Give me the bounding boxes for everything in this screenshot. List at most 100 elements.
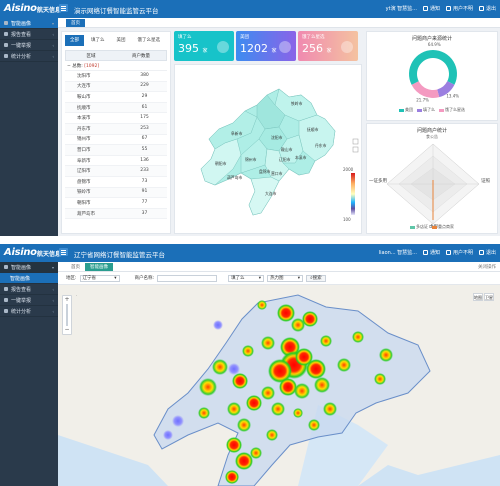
map-type-satellite[interactable]: 卫星 xyxy=(484,293,494,301)
table-row[interactable]: 抚顺市 61 xyxy=(65,102,167,114)
city-label[interactable]: 丹东市 xyxy=(315,143,327,148)
table-row[interactable]: 铁岭市 91 xyxy=(65,187,167,199)
table-row[interactable]: 丹东市 253 xyxy=(65,123,167,135)
subtab-meituan[interactable]: 美团 xyxy=(116,38,126,43)
notify-button[interactable]: 通知 xyxy=(422,249,440,256)
city-label[interactable]: 鞍山市 xyxy=(281,147,293,152)
city-label[interactable]: 辽阳市 xyxy=(279,157,291,162)
cell-count: 91 xyxy=(141,189,148,195)
region-select[interactable]: 辽宁省 ▾ xyxy=(79,274,120,282)
column-header-count[interactable]: 商户数量 xyxy=(132,53,150,59)
chevron-left-icon: ‹ xyxy=(52,308,54,314)
sidebar-item-statistics[interactable]: 统计分析 ‹ xyxy=(0,51,58,62)
tab-home[interactable]: 首页 xyxy=(71,264,80,270)
sidebar-item-report-oneclick[interactable]: 一键举报 ‹ xyxy=(0,295,58,306)
legend-item-eleme-star[interactable]: 饿了么星选 xyxy=(439,107,465,113)
zoom-slider[interactable] xyxy=(66,304,68,326)
legend-item-multi[interactable]: 多店证 xyxy=(410,224,428,230)
sidebar-item-reports[interactable]: 报告查看 ‹ xyxy=(0,29,58,40)
sidebar-subitem-portrait[interactable]: 智能画像 xyxy=(0,273,58,284)
sidebar-item-report-oneclick[interactable]: 一键举报 ‹ xyxy=(0,40,58,51)
group-total-row[interactable]: − 总数: [1092] xyxy=(65,61,167,71)
search-button[interactable]: ⌕ 搜索 xyxy=(306,274,326,282)
user-button[interactable]: 用户不明 xyxy=(445,5,473,12)
sidebar-item-portrait[interactable]: 智能画像 ▾ xyxy=(0,18,58,29)
table-row[interactable]: 葫芦岛市 37 xyxy=(65,208,167,220)
pie-slice-label: 64.9% xyxy=(428,42,441,47)
chevron-left-icon: ‹ xyxy=(52,31,54,37)
city-label[interactable]: 抚顺市 xyxy=(307,127,319,132)
pie-slice[interactable] xyxy=(411,81,440,98)
heatmap-view[interactable]: · + − 地图 卫星 xyxy=(58,285,500,486)
cell-count: 77 xyxy=(141,199,148,205)
zoom-in-icon[interactable]: + xyxy=(64,296,70,303)
heat-spot xyxy=(261,386,275,400)
city-label[interactable]: 盘锦市 xyxy=(259,169,271,174)
problem-radar-panel: 问题商户统计 食公告 一证多用 证照 虚假 多店证 重点商家 xyxy=(366,123,498,234)
table-row[interactable]: 沈阳市 380 xyxy=(65,71,167,82)
user-icon xyxy=(445,6,451,11)
restore-icon[interactable] xyxy=(352,138,359,145)
user-menu[interactable]: liaon... 智慧监... xyxy=(378,250,417,256)
logout-button[interactable]: 退出 xyxy=(478,5,496,12)
heat-spot xyxy=(268,359,292,383)
table-row[interactable]: 盘锦市 73 xyxy=(65,177,167,188)
table-row[interactable]: 本溪市 175 xyxy=(65,113,167,124)
top-header: Aisino 航天信息 辽宁省网络订餐智能监管云平台 liaon... 智慧监.… xyxy=(0,244,500,262)
zoom-control[interactable]: + − xyxy=(62,295,72,335)
subtab-tianleme[interactable]: 填了么 xyxy=(91,38,105,43)
platform-select[interactable]: 填了么 ▾ xyxy=(228,274,265,282)
header-right: yt演 智慧监... 通知 用户不明 退出 xyxy=(386,5,496,12)
city-label[interactable]: 阜新市 xyxy=(231,131,243,136)
table-row[interactable]: 阜新市 136 xyxy=(65,156,167,167)
table-row[interactable]: 朝阳市 77 xyxy=(65,198,167,209)
city-label[interactable]: 铁岭市 xyxy=(291,101,303,106)
subtab-eleme-star[interactable]: 饿了么星选 xyxy=(137,38,161,43)
merchant-input[interactable] xyxy=(157,274,218,282)
city-label[interactable]: 朝阳市 xyxy=(215,161,227,166)
save-image-icon[interactable] xyxy=(352,146,359,153)
logout-icon xyxy=(478,6,484,11)
zoom-out-icon[interactable]: − xyxy=(64,326,70,333)
city-label[interactable]: 本溪市 xyxy=(295,155,307,160)
pie-slice[interactable] xyxy=(437,81,455,98)
table-row[interactable]: 大连市 229 xyxy=(65,81,167,93)
user-menu[interactable]: yt演 智慧监... xyxy=(385,6,417,12)
legend-item-tianleme[interactable]: 填了么 xyxy=(417,107,435,113)
heat-spot xyxy=(261,336,275,350)
sidebar-item-statistics[interactable]: 统计分析 ‹ xyxy=(0,306,58,317)
column-header-region[interactable]: 区域 xyxy=(86,53,96,59)
table-row[interactable]: 锦州市 67 xyxy=(65,135,167,146)
close-operations[interactable]: 关闭操作 xyxy=(478,264,496,270)
menu-toggle-icon[interactable] xyxy=(59,248,68,256)
tab-portrait[interactable]: 智能画像 xyxy=(85,262,113,271)
legend-item-meituan[interactable]: 美团 xyxy=(399,107,413,113)
sidebar-item-portrait[interactable]: 智能画像 ▾ xyxy=(0,262,58,273)
notify-button[interactable]: 通知 xyxy=(422,5,440,12)
logout-button[interactable]: 退出 xyxy=(478,249,496,256)
city-label[interactable]: 葫芦岛市 xyxy=(227,175,242,180)
user-button[interactable]: 用户不明 xyxy=(445,249,473,256)
pie-slice-label: 13.4% xyxy=(446,93,459,98)
city-label[interactable]: 营口市 xyxy=(271,171,283,176)
radar-legend: 多店证 重点商家 xyxy=(367,224,497,230)
table-row[interactable]: 营口市 55 xyxy=(65,145,167,156)
sidebar-item-reports[interactable]: 报告查看 ‹ xyxy=(0,284,58,295)
city-label[interactable]: 沈阳市 xyxy=(271,135,283,140)
city-label[interactable]: 大连市 xyxy=(265,191,277,196)
pie-slice[interactable] xyxy=(409,50,457,85)
subtab-all[interactable]: 全部 xyxy=(65,35,84,46)
heat-spot xyxy=(266,429,278,441)
table-row[interactable]: 鞍山市 29 xyxy=(65,92,167,103)
heatmap-svg[interactable]: · xyxy=(58,285,500,486)
city-label[interactable]: 锦州市 xyxy=(245,157,257,162)
scale-min-label: 100 xyxy=(343,217,351,222)
table-row[interactable]: 辽阳市 233 xyxy=(65,166,167,177)
tab-home[interactable]: 首页 xyxy=(66,18,85,27)
menu-toggle-icon[interactable] xyxy=(59,4,68,12)
legend-item-key[interactable]: 重点商家 xyxy=(432,224,454,230)
map-type-map[interactable]: 地图 xyxy=(473,293,483,301)
map-mode-select[interactable]: 热力图 ▾ xyxy=(267,274,304,282)
